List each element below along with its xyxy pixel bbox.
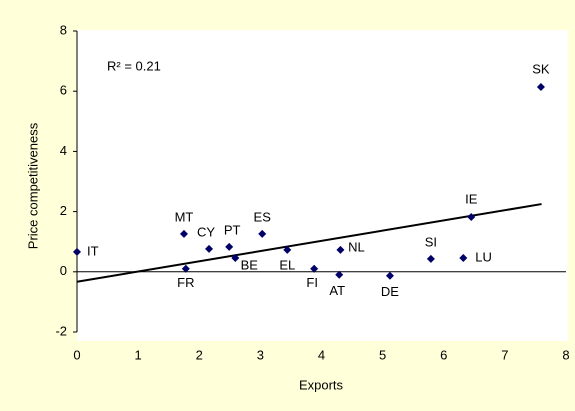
y-tick-label: 0 [60, 263, 67, 278]
x-tick-label: 6 [440, 347, 447, 362]
y-tick-label: 6 [60, 83, 67, 98]
plot-area [77, 30, 568, 341]
point [179, 229, 188, 238]
point [467, 213, 476, 222]
point-label: LU [475, 249, 492, 264]
point-label: ES [254, 209, 272, 224]
point [336, 245, 345, 254]
point [258, 229, 267, 238]
point [536, 82, 545, 91]
y-tick-label: 2 [60, 203, 67, 218]
point-label: PT [224, 222, 241, 237]
point-label: BE [241, 257, 259, 272]
point-label: IT [87, 243, 99, 258]
point [231, 253, 240, 262]
y-tick-label: 4 [60, 143, 67, 158]
y-tick-label: -2 [55, 323, 67, 338]
trendline [76, 203, 542, 283]
y-axis-title: Price competitiveness [25, 122, 40, 249]
x-tick-label: 7 [501, 347, 508, 362]
x-tick-label: 2 [196, 347, 203, 362]
point [283, 245, 292, 254]
x-tick-label: 5 [379, 347, 386, 362]
annotation: R² = 0.21 [107, 58, 161, 73]
x-tick-label: 3 [257, 347, 264, 362]
point-label: SI [425, 234, 437, 249]
point [310, 264, 319, 273]
point [426, 254, 435, 263]
point [181, 264, 190, 273]
point [335, 270, 344, 279]
point-label: CY [197, 224, 215, 239]
x-tick-label: 4 [318, 347, 325, 362]
x-tick-label: 1 [135, 347, 142, 362]
point [205, 244, 214, 253]
point-label: DE [381, 284, 399, 299]
point-label: MT [175, 209, 194, 224]
y-tick-label: 8 [60, 22, 67, 37]
point-label: SK [532, 61, 550, 76]
x-tick-label: 8 [562, 347, 569, 362]
point-label: IE [465, 191, 478, 206]
point-label: AT [329, 283, 345, 298]
point-label: FI [306, 275, 318, 290]
x-axis-title: Exports [299, 377, 344, 392]
point [73, 247, 81, 256]
point [225, 242, 234, 251]
point-label: EL [279, 257, 295, 272]
point-label: FR [177, 275, 194, 290]
point [459, 253, 468, 262]
x-tick-label: 0 [73, 347, 80, 362]
point [385, 271, 394, 280]
point-label: NL [348, 239, 365, 254]
